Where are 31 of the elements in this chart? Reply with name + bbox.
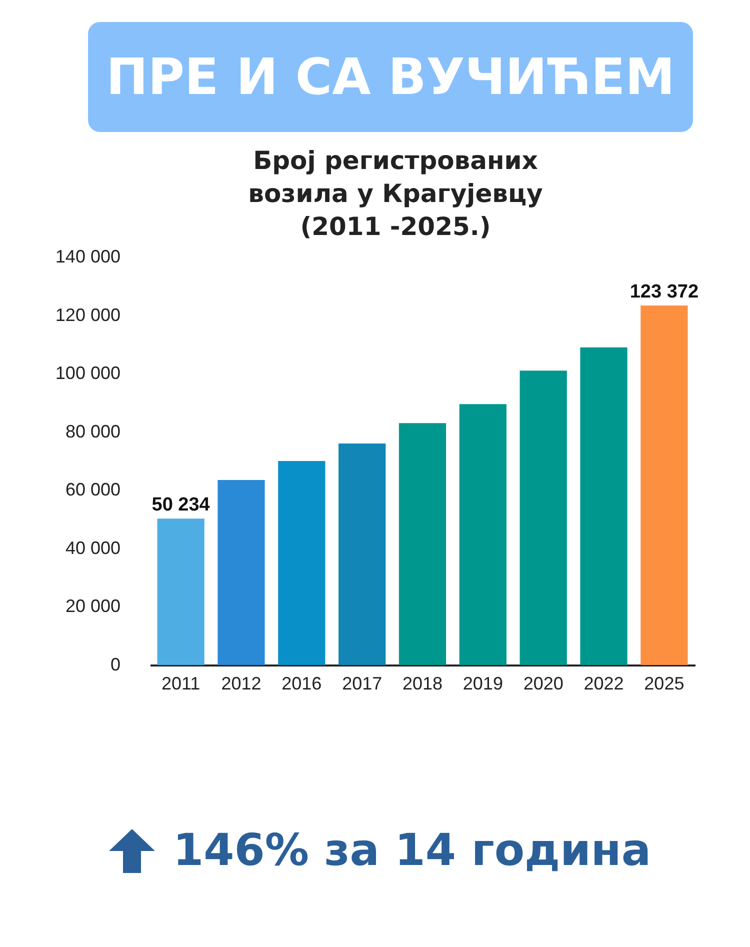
y-tick-label: 100 000: [55, 363, 120, 384]
y-tick-label: 60 000: [65, 480, 120, 500]
y-tick-label: 0: [110, 654, 120, 674]
chart-subtitle: Број регистрованих возила у Крагујевцу (2011 -2025.): [248, 146, 543, 241]
y-tick-label: 20 000: [65, 596, 120, 616]
x-tick-label: 2018: [402, 674, 443, 694]
bar: [338, 444, 386, 665]
chart-title: ПРЕ И СА ВУЧИЋЕМ: [88, 22, 693, 132]
bar: [278, 461, 326, 665]
x-tick-label: 2025: [644, 674, 684, 694]
y-tick-label: 40 000: [65, 538, 120, 558]
x-tick-label: 2012: [221, 674, 262, 694]
bar: [640, 305, 688, 665]
text: 146% за 14 година: [172, 825, 652, 876]
x-tick-label: 2020: [523, 674, 564, 694]
y-tick-label: 120 000: [55, 304, 120, 325]
x-tick-label: 2022: [584, 674, 624, 694]
bar: [459, 404, 506, 665]
x-tick-label: 2019: [462, 674, 503, 694]
x-tick-label: 2016: [282, 674, 322, 694]
bar: [580, 347, 628, 665]
y-tick-label: 140 000: [55, 246, 120, 266]
data-label: 123 372: [630, 281, 699, 302]
bar: [520, 370, 567, 665]
bar: [218, 480, 265, 665]
data-label: 50 234: [152, 494, 210, 516]
x-tick-label: 2011: [161, 674, 200, 694]
y-tick-label: 80 000: [65, 421, 120, 442]
bar: [398, 423, 446, 665]
bar: [157, 518, 204, 665]
x-tick-label: 2017: [342, 674, 382, 694]
